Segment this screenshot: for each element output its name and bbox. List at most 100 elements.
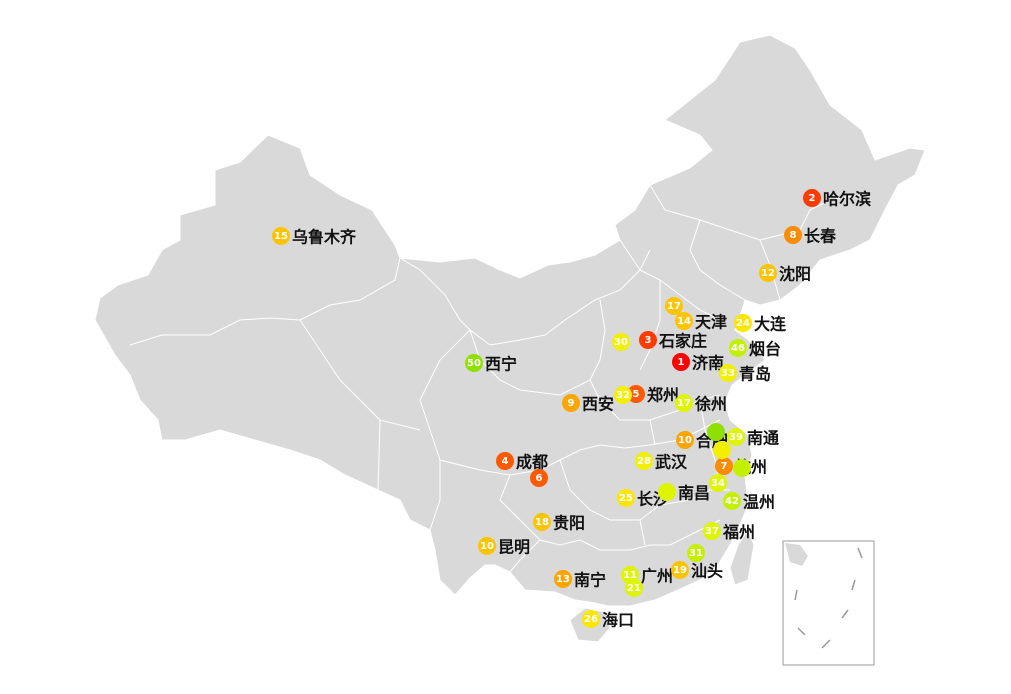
city-label: 大连 — [754, 315, 787, 334]
city-marker[interactable]: 南昌 — [658, 483, 710, 503]
marker-rank: 18 — [535, 517, 549, 528]
marker-dot[interactable] — [672, 353, 690, 371]
marker-dot[interactable] — [496, 452, 514, 470]
city-marker[interactable]: 3 石家庄 — [639, 331, 707, 351]
marker-dot[interactable] — [784, 226, 802, 244]
marker-rank: 15 — [274, 231, 288, 242]
taiwan-island — [729, 528, 755, 586]
marker-dot[interactable] — [665, 297, 683, 315]
city-marker[interactable]: 5 郑州 — [627, 385, 679, 405]
marker-dot[interactable] — [272, 227, 290, 245]
city-marker[interactable]: 37 福州 — [703, 522, 755, 542]
city-marker[interactable]: 39 南通 — [727, 428, 779, 448]
city-label: 南通 — [747, 429, 779, 448]
marker-dot[interactable] — [639, 331, 657, 349]
marker-dot[interactable] — [729, 339, 747, 357]
marker-dot[interactable] — [723, 492, 741, 510]
marker-dot[interactable] — [614, 386, 632, 404]
marker-dot[interactable] — [687, 544, 705, 562]
province-borders — [129, 184, 861, 573]
city-marker[interactable]: 17 — [665, 297, 683, 315]
marker-rank: 11 — [623, 570, 637, 581]
marker-dot[interactable] — [635, 452, 653, 470]
marker-dot[interactable] — [803, 189, 821, 207]
city-marker[interactable]: 1 济南 — [672, 353, 724, 373]
city-label: 汕头 — [691, 562, 723, 581]
city-marker[interactable]: 15 乌鲁木齐 — [272, 227, 357, 247]
city-marker[interactable] — [707, 423, 725, 441]
city-marker[interactable] — [713, 441, 731, 459]
marker-dot[interactable] — [675, 312, 693, 330]
city-marker[interactable]: 14 天津 — [675, 312, 727, 332]
marker-dot[interactable] — [533, 513, 551, 531]
city-marker[interactable]: 34 — [709, 474, 727, 492]
city-marker[interactable]: 18 贵阳 — [533, 513, 585, 533]
city-marker[interactable] — [733, 459, 751, 477]
city-marker[interactable]: 9 西安 — [562, 394, 614, 414]
marker-dot[interactable] — [625, 579, 643, 597]
marker-rank: 13 — [556, 574, 570, 585]
city-marker[interactable]: 2 哈尔滨 — [803, 189, 871, 209]
city-marker[interactable]: 19 汕头 — [671, 561, 723, 581]
city-marker[interactable]: 31 — [687, 544, 705, 562]
nine-dash-line — [794, 547, 863, 649]
city-marker[interactable]: 33 青岛 — [719, 364, 771, 384]
marker-rank: 10 — [480, 541, 494, 552]
marker-dot[interactable] — [715, 457, 733, 475]
marker-dot[interactable] — [719, 364, 737, 382]
marker-dot[interactable] — [707, 423, 725, 441]
marker-dot[interactable] — [675, 394, 693, 412]
marker-dot[interactable] — [582, 610, 600, 628]
city-label: 济南 — [692, 354, 724, 373]
marker-dot[interactable] — [733, 459, 751, 477]
marker-rank: 9 — [568, 398, 575, 409]
city-marker[interactable]: 24 大连 — [734, 314, 787, 334]
city-marker[interactable]: 28 武汉 — [635, 452, 688, 472]
city-marker[interactable]: 6 — [530, 469, 548, 487]
marker-rank: 8 — [790, 230, 797, 241]
marker-dot[interactable] — [465, 354, 483, 372]
marker-dot[interactable] — [671, 561, 689, 579]
marker-rank: 26 — [584, 614, 598, 625]
city-label: 石家庄 — [658, 332, 707, 351]
marker-dot[interactable] — [727, 428, 745, 446]
marker-rank: 50 — [467, 358, 481, 369]
marker-dot[interactable] — [627, 385, 645, 403]
marker-dot[interactable] — [612, 333, 630, 351]
marker-dot[interactable] — [759, 264, 777, 282]
marker-dot[interactable] — [734, 314, 752, 332]
city-marker[interactable]: 26 海口 — [582, 610, 634, 630]
marker-dot[interactable] — [713, 441, 731, 459]
city-marker[interactable]: 42 温州 — [723, 492, 775, 512]
city-marker[interactable]: 21 — [625, 579, 643, 597]
city-label: 昆明 — [498, 538, 530, 557]
marker-rank: 2 — [809, 193, 816, 204]
marker-dot[interactable] — [617, 489, 635, 507]
marker-dot[interactable] — [562, 394, 580, 412]
marker-dot[interactable] — [478, 537, 496, 555]
marker-dot[interactable] — [703, 522, 721, 540]
city-marker[interactable]: 30 — [612, 333, 630, 351]
city-marker[interactable]: 4 成都 — [496, 452, 548, 472]
city-marker[interactable]: 8 长春 — [784, 226, 837, 246]
marker-dot[interactable] — [554, 570, 572, 588]
city-label: 天津 — [695, 313, 727, 332]
marker-dot[interactable] — [709, 474, 727, 492]
city-label: 长春 — [804, 227, 837, 246]
marker-rank: 12 — [761, 268, 775, 279]
marker-dot[interactable] — [530, 469, 548, 487]
city-label: 青岛 — [739, 365, 771, 384]
marker-rank: 10 — [678, 435, 692, 446]
city-marker[interactable]: 13 南宁 — [554, 570, 606, 590]
city-marker[interactable]: 17 徐州 — [675, 394, 727, 414]
marker-rank: 37 — [705, 526, 719, 537]
city-marker[interactable]: 10 昆明 — [478, 537, 530, 557]
city-marker[interactable]: 32 — [614, 386, 632, 404]
city-marker[interactable]: 46 烟台 — [729, 339, 781, 359]
city-marker[interactable]: 50 西宁 — [465, 354, 517, 374]
marker-rank: 21 — [627, 583, 641, 594]
city-marker[interactable]: 12 沈阳 — [759, 264, 811, 284]
marker-rank: 3 — [645, 335, 652, 346]
marker-dot[interactable] — [676, 431, 694, 449]
marker-dot[interactable] — [658, 483, 676, 501]
